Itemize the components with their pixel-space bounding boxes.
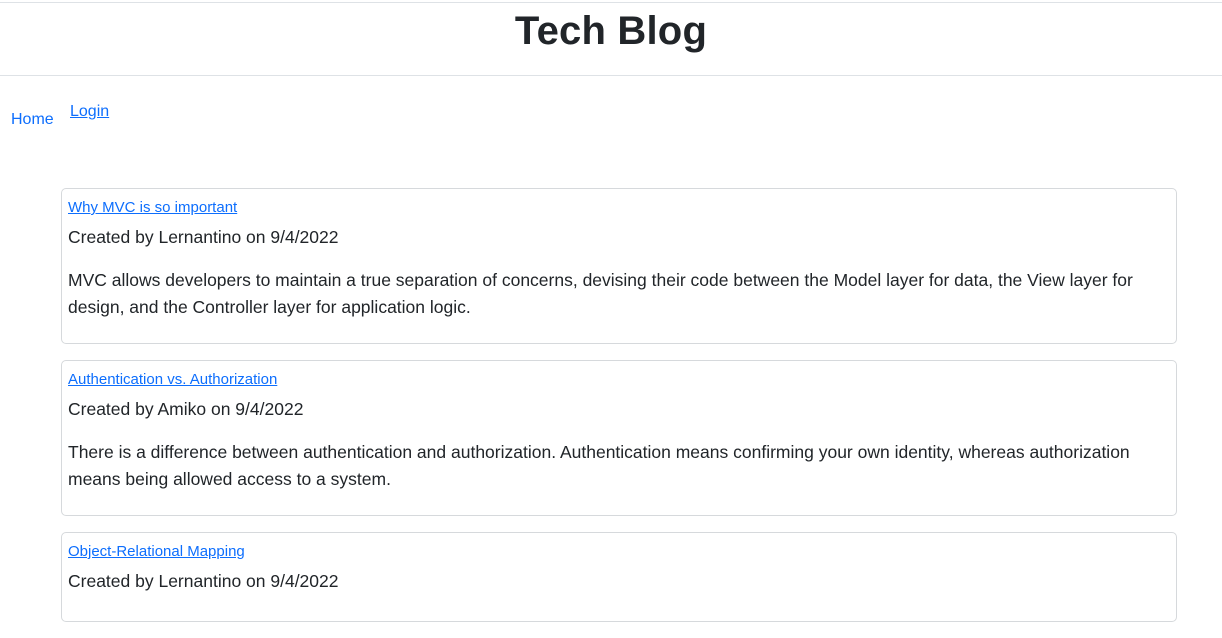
- post-body: There is a difference between authentica…: [68, 442, 1130, 489]
- post-list: Why MVC is so important Created by Lerna…: [61, 188, 1177, 638]
- site-header: Tech Blog: [0, 3, 1222, 76]
- post-card: Why MVC is so important Created by Lerna…: [61, 188, 1177, 344]
- post-meta: Created by Lernantino on 9/4/2022: [68, 227, 339, 247]
- post-meta: Created by Lernantino on 9/4/2022: [68, 571, 339, 591]
- post-meta: Created by Amiko on 9/4/2022: [68, 399, 304, 419]
- site-title: Tech Blog: [514, 9, 708, 53]
- nav-home-link[interactable]: Home: [11, 111, 54, 128]
- post-title-link[interactable]: Authentication vs. Authorization: [68, 371, 278, 388]
- post-card: Object-Relational Mapping Created by Ler…: [61, 532, 1177, 622]
- post-title-link[interactable]: Why MVC is so important: [68, 199, 238, 216]
- nav-login-link[interactable]: Login: [70, 103, 110, 120]
- post-body: MVC allows developers to maintain a true…: [68, 270, 1133, 317]
- post-card: Authentication vs. Authorization Created…: [61, 360, 1177, 516]
- post-title-link[interactable]: Object-Relational Mapping: [68, 543, 245, 560]
- top-divider: [0, 2, 1222, 3]
